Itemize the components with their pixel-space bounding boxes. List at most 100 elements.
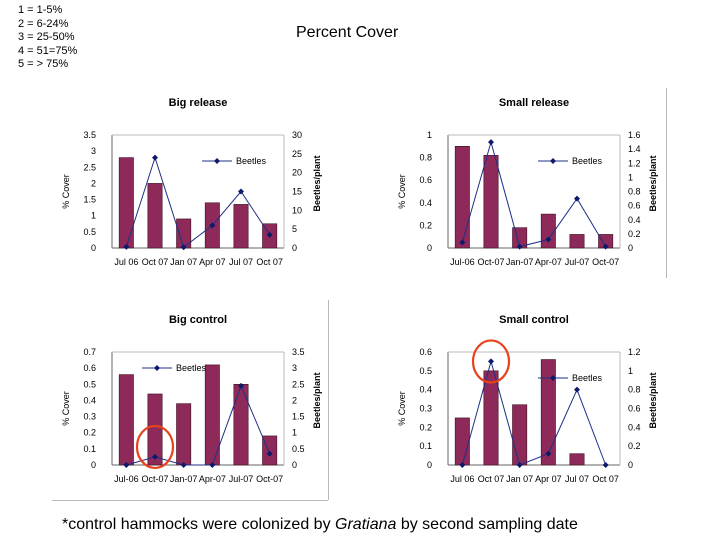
- y-axis-title: % Cover: [397, 391, 407, 426]
- bar: [512, 404, 528, 466]
- y-tick-label: 0.1: [419, 441, 432, 451]
- beetles-series-line: [125, 155, 271, 249]
- legend-marker: [550, 158, 556, 164]
- y-tick-label: 0.2: [83, 428, 96, 438]
- beetles-point: [209, 462, 216, 468]
- legend-marker: [550, 375, 556, 381]
- legend-marker: [154, 365, 160, 371]
- y-tick-label: 0: [427, 460, 432, 470]
- y-tick-label: 0: [91, 243, 96, 253]
- beetles-point: [516, 462, 523, 468]
- y2-tick-label: 0: [628, 243, 633, 253]
- bar: [540, 213, 556, 249]
- chart-title: Small control: [499, 314, 569, 326]
- y-tick-label: 0.4: [419, 198, 432, 208]
- y2-tick-label: 5: [292, 224, 297, 234]
- y-axis-title: % Cover: [61, 391, 71, 426]
- bar: [176, 403, 192, 466]
- y2-tick-label: 3: [292, 363, 297, 373]
- bar: [147, 183, 163, 249]
- y2-tick-label: 0: [292, 460, 297, 470]
- x-tick-label: Apr 07: [535, 474, 562, 484]
- x-tick-label: Jan 07: [506, 474, 533, 484]
- y2-tick-label: 0: [292, 243, 297, 253]
- chart-title: Big control: [169, 314, 227, 326]
- beetles-point: [209, 222, 216, 229]
- x-tick-label: Oct 07: [256, 257, 283, 267]
- y-tick-label: 2.5: [83, 162, 96, 172]
- bar: [454, 417, 470, 466]
- y2-tick-label: 0.8: [628, 385, 641, 395]
- beetles-series-line: [461, 359, 607, 466]
- legend-label: Beetles: [176, 363, 207, 373]
- highlight-circle: [471, 339, 511, 384]
- bar: [233, 383, 249, 466]
- x-tick-label: Jul 07: [229, 257, 253, 267]
- y2-tick-label: 3.5: [292, 347, 305, 357]
- y-tick-label: 0.3: [83, 412, 96, 422]
- group-letter-annotation: B: [575, 428, 581, 438]
- y2-tick-label: 30: [292, 130, 302, 140]
- frame-line-left-bottom: [52, 500, 328, 501]
- beetles-point: [123, 243, 130, 250]
- beetles-point: [238, 188, 244, 195]
- chart-small-control: Small control 0 0.1 0.2 0.3 0.4 0.5 0.6 0 0.2 0.4 0…: [397, 314, 658, 484]
- frame-line-right: [666, 88, 667, 278]
- beetles-point: [574, 386, 580, 393]
- cover-key-line-5: 5 = > 75%: [18, 58, 69, 70]
- bar: [118, 157, 134, 249]
- y-tick-label: 3: [91, 146, 96, 156]
- chart-small-release: Small release 0 0.2 0.4 0.6 0.8 1 0 0.2 0.4 0.6 0.8…: [397, 97, 658, 267]
- x-tick-label: Oct 07: [478, 474, 505, 484]
- y2-tick-label: 1: [292, 428, 297, 438]
- group-letter-annotation: B: [233, 174, 239, 184]
- y-tick-label: 0.4: [83, 395, 96, 405]
- y2-tick-label: 2.5: [292, 379, 305, 389]
- beetles-point: [123, 462, 130, 468]
- bar: [233, 204, 249, 249]
- x-tick-label: Jul-06: [114, 474, 139, 484]
- group-letter-annotation: A: [460, 394, 466, 404]
- x-tick-label: Oct 07: [592, 474, 619, 484]
- bar: [262, 435, 278, 466]
- chart-big-control: Big control 0 0.1 0.2 0.3 0.4 0.5 0.6 0.7 0 0.5 1 1.…: [61, 314, 322, 484]
- beetles-point: [152, 453, 158, 460]
- y-tick-label: 0.3: [419, 404, 432, 414]
- chart-big-release: Big release 0 0.5 1 1.5 2 2.5 3 3.5 0 5 10 15 20 25 30%…: [61, 97, 322, 267]
- beetles-point: [266, 231, 273, 238]
- bar: [569, 453, 585, 466]
- y2-tick-label: 20: [292, 168, 302, 178]
- y-tick-label: 0.5: [419, 366, 432, 376]
- y2-tick-label: 15: [292, 187, 302, 197]
- bar: [540, 359, 556, 466]
- y2-tick-label: 0.6: [628, 201, 641, 211]
- y2-tick-label: 0: [628, 460, 633, 470]
- y-tick-label: 0.6: [419, 347, 432, 357]
- x-tick-label: Jul 06: [450, 474, 474, 484]
- y-tick-label: 0.8: [419, 153, 432, 163]
- cover-key-line-3: 3 = 25-50%: [18, 31, 75, 43]
- beetles-point: [602, 243, 609, 250]
- y-tick-label: 0.1: [83, 444, 96, 454]
- cover-key-line-4: 4 = 51=75%: [18, 44, 78, 57]
- y-tick-label: 0.5: [83, 227, 96, 237]
- y2-tick-label: 1.6: [628, 130, 641, 140]
- bar: [483, 370, 499, 466]
- caption-italic: Gratiana: [335, 516, 397, 533]
- beetles-point: [488, 139, 494, 146]
- bar: [147, 393, 163, 466]
- y-tick-label: 0.2: [419, 422, 432, 432]
- beetles-point: [545, 450, 552, 457]
- y2-tick-label: 0.5: [292, 444, 305, 454]
- y-tick-label: 0.7: [83, 347, 96, 357]
- x-tick-label: Jul-07: [229, 474, 254, 484]
- y2-tick-label: 1.2: [628, 347, 641, 357]
- frame-line-left-side: [328, 300, 329, 500]
- caption-before: *control hammocks were colonized by: [62, 516, 336, 533]
- beetles-point: [459, 462, 466, 468]
- y2-tick-label: 1.2: [628, 158, 641, 168]
- beetles-point: [180, 462, 187, 468]
- caption: *control hammocks were colonized by Grat…: [62, 516, 578, 534]
- y-tick-label: 0.6: [419, 175, 432, 185]
- x-tick-label: Jul-07: [565, 257, 590, 267]
